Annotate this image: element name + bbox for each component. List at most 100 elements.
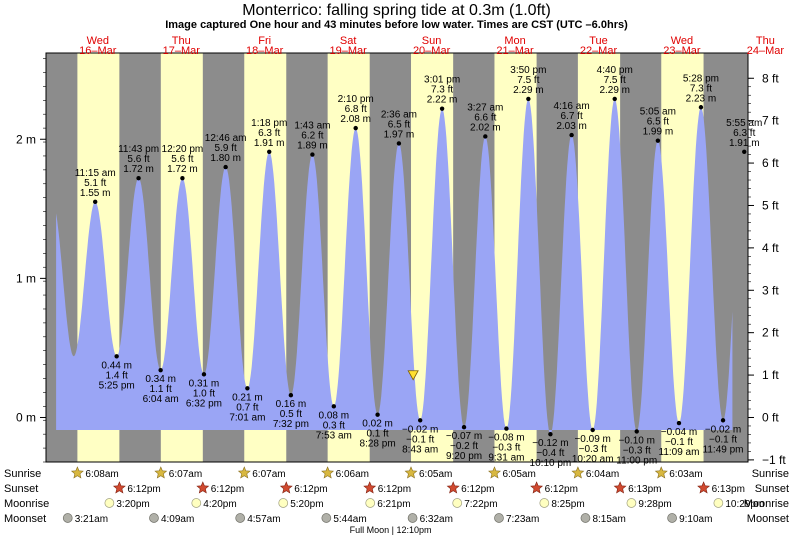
low-tide-point <box>590 427 595 433</box>
low-tide-point <box>461 425 467 430</box>
high-tide-m: 2.02 m <box>470 122 501 133</box>
moonrise-time: 10:29pm <box>725 499 764 510</box>
moonrise-time: 3:20pm <box>116 499 149 510</box>
high-tide-time: 3:50 pm <box>510 65 546 76</box>
right-axis-label: 0 ft <box>762 410 779 424</box>
high-tide-m: 2.22 m <box>427 95 458 106</box>
moonrise-icon <box>626 498 637 508</box>
almanac-label-right: Sunset <box>755 483 789 495</box>
day-date: 21–Mar <box>496 45 534 57</box>
high-tide-m: 2.29 m <box>599 85 630 96</box>
right-axis-label: 6 ft <box>762 156 779 170</box>
day-date: 22–Mar <box>580 45 618 57</box>
moonset-icon <box>235 513 246 523</box>
high-tide-ft: 6.6 ft <box>474 112 496 123</box>
high-tide-m: 1.80 m <box>210 153 241 164</box>
chart-title: Monterrico: falling spring tide at 0.3m … <box>242 2 551 19</box>
almanac-label-right: Moonset <box>747 513 789 525</box>
high-tide-ft: 5.9 ft <box>215 143 237 154</box>
low-tide-ft: −0.3 ft <box>492 443 520 454</box>
sunset-star-icon <box>613 481 627 494</box>
sunset-time: 6:12pm <box>211 484 244 495</box>
day-date: 17–Mar <box>163 45 201 57</box>
day-name: Thu <box>172 35 191 47</box>
high-tide-point <box>353 125 358 131</box>
low-tide-ft: 0.3 ft <box>323 420 345 431</box>
low-tide-ft: −0.3 ft <box>579 444 607 455</box>
moonrise-time: 5:20pm <box>290 499 323 510</box>
high-tide-m: 1.99 m <box>643 127 674 138</box>
day-name: Wed <box>671 35 693 47</box>
moonset-icon <box>494 513 504 523</box>
low-tide-ft: 1.1 ft <box>150 384 172 395</box>
almanac-label-left: Moonset <box>4 513 46 525</box>
moonset-icon <box>321 513 332 523</box>
moonrise-icon <box>104 498 115 508</box>
sunrise-star-icon <box>321 466 335 479</box>
low-tide-ft: −0.1 ft <box>665 437 693 448</box>
moonrise-time: 7:22pm <box>464 499 497 510</box>
low-tide-time: 7:32 pm <box>273 419 309 430</box>
low-tide-m: −0.08 m <box>488 433 524 444</box>
day-date: 16–Mar <box>79 45 117 57</box>
sunrise-time: 6:06am <box>336 469 369 480</box>
low-tide-m: 0.02 m <box>362 419 393 430</box>
low-tide-m: −0.09 m <box>574 434 610 445</box>
day-date: 24–Mar <box>747 45 785 57</box>
sunrise-star-icon <box>154 466 168 479</box>
moonset-icon <box>667 513 677 523</box>
moonset-time: 5:44am <box>333 514 366 525</box>
left-axis-label: 1 m <box>16 271 36 285</box>
high-tide-point <box>569 132 574 138</box>
high-tide-time: 11:15 am <box>75 168 116 179</box>
moonset-time: 8:15am <box>592 514 625 525</box>
day-name: Sun <box>422 35 442 47</box>
high-tide-time: 2:10 pm <box>338 94 374 105</box>
high-tide-point <box>267 149 272 154</box>
low-tide-ft: −0.3 ft <box>623 445 651 456</box>
sunset-star-icon <box>196 481 210 494</box>
tide-area <box>56 99 733 434</box>
low-tide-point <box>201 372 207 377</box>
moonset-time: 4:09am <box>161 514 194 525</box>
moonrise-time: 9:28pm <box>638 499 671 510</box>
low-tide-ft: −0.1 ft <box>406 434 434 445</box>
low-tide-time: 9:20 pm <box>446 451 482 462</box>
high-tide-time: 2:36 am <box>381 109 417 120</box>
high-tide-point <box>483 134 488 139</box>
low-tide-m: −0.04 m <box>661 427 697 438</box>
plot-frame <box>45 52 749 463</box>
sunrise-star-icon <box>654 466 668 479</box>
moon-phase-label: Full Moon | 12:10pm <box>350 525 432 535</box>
moonrise-icon <box>278 498 289 508</box>
sunrise-time: 6:07am <box>169 469 202 480</box>
moonset-icon <box>407 513 418 523</box>
low-tide-time: 10:20 am <box>572 454 614 465</box>
moonset-icon <box>149 513 159 523</box>
low-tide-time: 5:25 pm <box>99 380 135 391</box>
low-tide-time: 11:00 pm <box>616 455 657 466</box>
chart-subtitle: Image captured One hour and 43 minutes b… <box>165 19 628 31</box>
high-tide-ft: 5.6 ft <box>127 154 149 165</box>
high-tide-time: 11:43 pm <box>118 144 159 155</box>
high-tide-ft: 6.5 ft <box>647 117 669 128</box>
moonset-time: 7:23am <box>506 514 539 525</box>
day-name: Wed <box>87 35 109 47</box>
low-tide-ft: −0.1 ft <box>709 434 737 445</box>
day-date: 20–Mar <box>413 45 451 57</box>
low-tide-point <box>504 426 509 431</box>
high-tide-m: 1.97 m <box>384 129 415 140</box>
low-tide-time: 8:28 pm <box>360 439 396 450</box>
day-name: Sat <box>340 35 357 47</box>
high-tide-m: 2.23 m <box>686 93 717 104</box>
high-tide-time: 3:27 am <box>467 102 503 113</box>
sunrise-time: 6:04am <box>586 469 619 480</box>
high-tide-ft: 5.6 ft <box>171 154 193 165</box>
high-tide-point <box>742 149 747 154</box>
moonset-time: 4:57am <box>247 514 280 525</box>
low-tide-time: 8:43 am <box>402 444 438 455</box>
sunrise-star-icon <box>488 466 501 479</box>
moonrise-icon <box>365 498 376 508</box>
low-tide-point <box>417 418 423 423</box>
